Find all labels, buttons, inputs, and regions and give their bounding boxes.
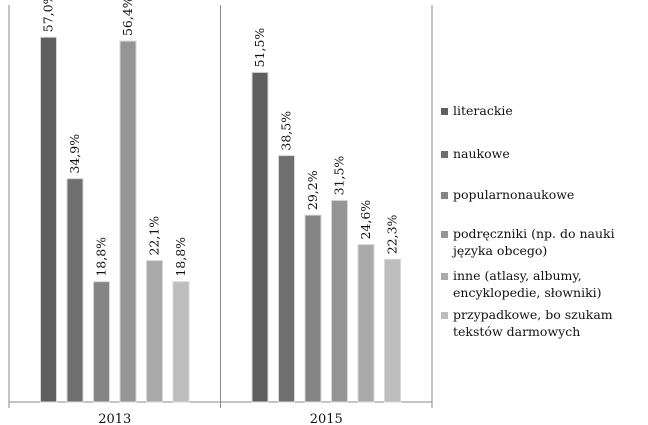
legend-item-inne: inne (atlasy, albumy, encyklopedie, słow…	[441, 267, 648, 301]
legend-swatch-popularnonaukowe	[441, 192, 448, 199]
legend-swatch-podreczniki	[441, 231, 448, 238]
data-label: 57,0%	[41, 0, 56, 32]
legend-item-literackie: literackie	[441, 102, 648, 119]
x-tick-label: 2015	[310, 412, 343, 425]
legend-item-naukowe: naukowe	[441, 145, 648, 162]
bar	[119, 40, 137, 403]
data-label: 24,6%	[358, 200, 373, 240]
data-label: 56,4%	[120, 0, 135, 36]
bar	[331, 199, 348, 403]
data-label: 34,9%	[67, 134, 82, 174]
data-label: 22,1%	[147, 216, 162, 256]
legend-label: naukowe	[453, 146, 510, 161]
bar	[66, 178, 84, 403]
x-tick-label: 2013	[98, 412, 131, 425]
bar	[146, 260, 163, 403]
bar	[251, 71, 269, 403]
data-label: 51,5%	[252, 28, 267, 68]
bar	[384, 258, 401, 403]
data-label: 31,5%	[332, 156, 347, 196]
data-label: 18,8%	[173, 237, 188, 277]
legend-label: popularnonaukowe	[453, 187, 575, 202]
bar	[172, 281, 190, 403]
bar	[93, 281, 110, 403]
legend-label: podręczniki (np. do nauki języka obcego)	[453, 226, 615, 258]
legend-item-przypadkowe: przypadkowe, bo szukam tekstów darmowych	[441, 306, 648, 340]
data-label: 22,3%	[385, 214, 400, 254]
bar-chart: 57,0% 34,9% 18,8% 56,4% 22,1% 18,8% 2013 51,5% 3…	[8, 0, 433, 425]
legend-item-popularnonaukowe: popularnonaukowe	[441, 186, 648, 203]
legend-label: inne (atlasy, albumy, encyklopedie, słow…	[453, 268, 602, 300]
data-label: 18,8%	[94, 237, 109, 277]
bar	[304, 214, 322, 403]
bar	[278, 155, 295, 403]
chart-legend: literackie naukowe popularnonaukowe podr…	[441, 0, 648, 425]
legend-swatch-inne	[441, 273, 448, 280]
bar	[40, 36, 57, 403]
data-label: 38,5%	[279, 111, 294, 151]
legend-swatch-przypadkowe	[441, 312, 448, 319]
legend-label: literackie	[453, 103, 513, 118]
bar	[357, 244, 375, 403]
legend-swatch-naukowe	[441, 151, 448, 158]
data-label: 29,2%	[305, 170, 320, 210]
legend-item-podreczniki: podręczniki (np. do nauki języka obcego)	[441, 225, 648, 259]
legend-swatch-literackie	[441, 108, 448, 115]
legend-label: przypadkowe, bo szukam tekstów darmowych	[453, 307, 613, 339]
